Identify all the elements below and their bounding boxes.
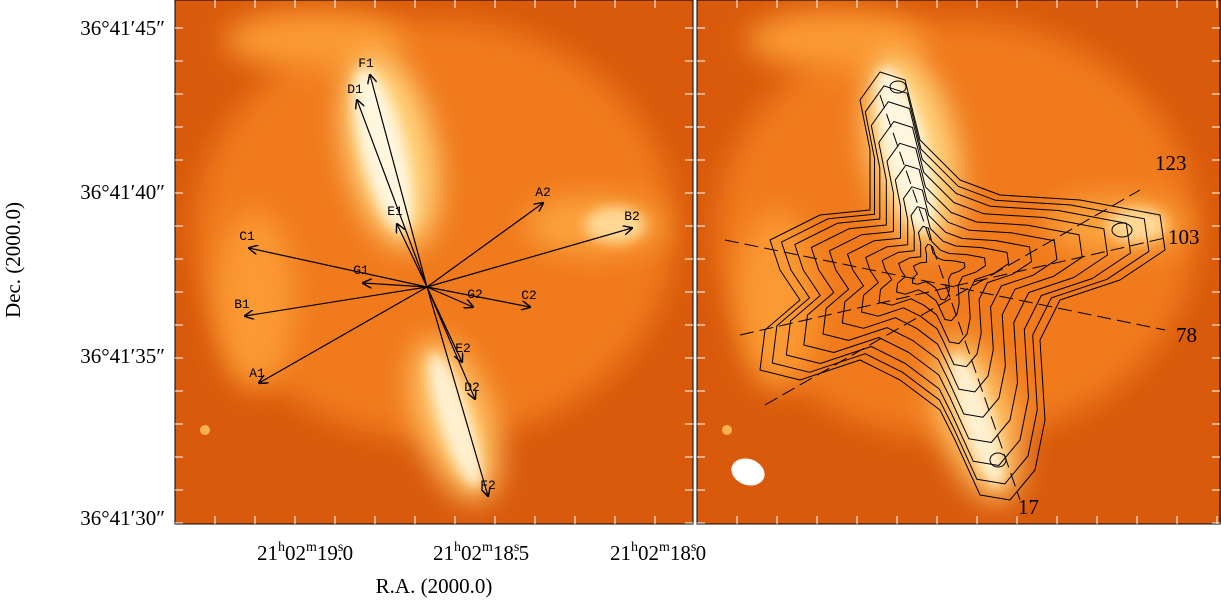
- arrow-label: G1: [353, 263, 369, 278]
- x-tick-part: 18: [493, 541, 514, 565]
- figure: 36°41′45″36°41′40″36°41′35″36°41′30″21h0…: [0, 0, 1221, 604]
- x-tick-part: 02: [461, 541, 482, 565]
- x-tick-part: m: [659, 540, 670, 555]
- x-tick-part: .0: [337, 541, 353, 565]
- arrow-label: G2: [467, 287, 483, 302]
- y-axis-label: Dec. (2000.0): [1, 202, 25, 318]
- arrow-label: B2: [624, 209, 640, 224]
- left-image: [175, 0, 705, 524]
- x-tick-part: m: [306, 540, 317, 555]
- pa-label: 78: [1176, 323, 1197, 347]
- x-tick-part: 21: [433, 541, 454, 565]
- arrow-label: F1: [358, 56, 374, 71]
- pa-label: 123: [1155, 151, 1187, 175]
- x-tick-part: 21: [257, 541, 278, 565]
- x-tick-part: 19: [317, 541, 338, 565]
- arrow-label: E1: [387, 204, 403, 219]
- arrow-label: A1: [249, 366, 265, 381]
- x-tick-part: 02: [285, 541, 306, 565]
- arrow-label: C2: [521, 288, 537, 303]
- arrow-label: A2: [535, 185, 551, 200]
- x-tick-label: 21h02m18s.5: [433, 540, 529, 565]
- x-axis-label: R.A. (2000.0): [376, 574, 493, 598]
- x-tick-part: m: [482, 540, 493, 555]
- arrow-label: D2: [464, 380, 480, 395]
- arrow-label: B1: [234, 297, 250, 312]
- y-tick-label: 36°41′30″: [80, 506, 165, 530]
- y-tick-label: 36°41′40″: [80, 180, 165, 204]
- arrow-label: C1: [239, 229, 255, 244]
- x-tick-part: h: [454, 540, 461, 555]
- x-tick-part: 02: [638, 541, 659, 565]
- x-tick-label: 21h02m19s.0: [257, 540, 353, 565]
- x-tick-part: h: [278, 540, 285, 555]
- x-tick-part: .0: [690, 541, 706, 565]
- pa-label: 17: [1018, 495, 1039, 519]
- x-tick-label: 21h02m18s.0: [610, 540, 706, 565]
- x-tick-part: 18: [670, 541, 691, 565]
- x-tick-part: h: [631, 540, 638, 555]
- arrow-label: F2: [480, 478, 496, 493]
- arrow-label: E2: [455, 341, 471, 356]
- pa-label: 103: [1168, 225, 1200, 249]
- x-tick-part: 21: [610, 541, 631, 565]
- y-tick-label: 36°41′45″: [80, 16, 165, 40]
- arrow-label: D1: [347, 82, 363, 97]
- x-tick-part: .5: [513, 541, 529, 565]
- y-tick-label: 36°41′35″: [80, 344, 165, 368]
